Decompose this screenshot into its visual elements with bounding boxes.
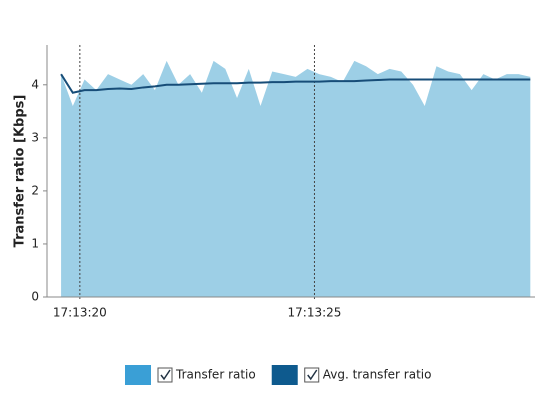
y-axis-label: Transfer ratio [Kbps] xyxy=(13,95,28,248)
y-tick-label: 1 xyxy=(31,236,39,250)
x-tick-label: 17:13:20 xyxy=(53,306,107,320)
y-tick-label: 3 xyxy=(31,130,39,144)
area xyxy=(61,60,531,298)
legend-label: Transfer ratio xyxy=(175,368,256,382)
checkbox-check xyxy=(160,369,171,381)
legend-checkbox[interactable] xyxy=(157,367,173,383)
legend-checkbox[interactable] xyxy=(304,367,320,383)
checkbox-check xyxy=(307,369,318,381)
legend-swatch xyxy=(271,365,298,385)
line xyxy=(60,73,531,94)
legend-item[interactable]: Avg. transfer ratio xyxy=(271,365,432,385)
y-tick-label: 4 xyxy=(31,77,39,91)
legend: Transfer ratio Avg. transfer ratio xyxy=(125,365,431,385)
legend-swatch xyxy=(125,365,151,385)
y-tick-label: 0 xyxy=(31,290,39,304)
legend-item[interactable]: Transfer ratio xyxy=(125,365,256,385)
x-tick-label: 17:13:25 xyxy=(288,306,342,320)
legend-label: Avg. transfer ratio xyxy=(323,368,432,382)
y-tick-label: 2 xyxy=(31,183,39,197)
